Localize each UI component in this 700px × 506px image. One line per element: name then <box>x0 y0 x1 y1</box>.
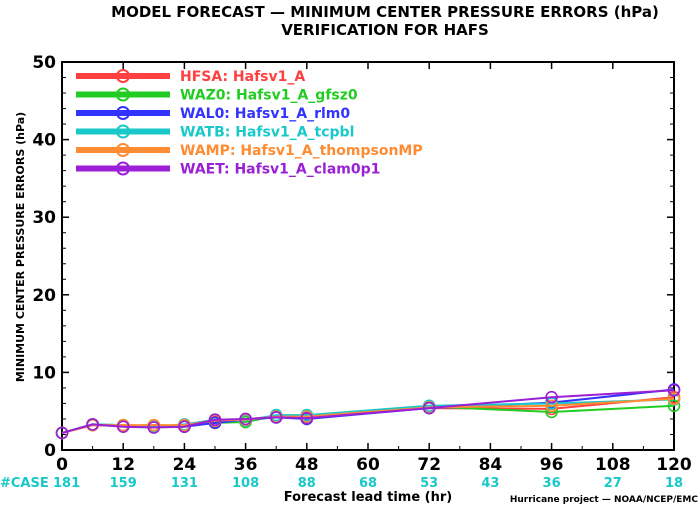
case-count: 108 <box>232 476 259 491</box>
data-point <box>178 420 191 434</box>
x-tick-label: 108 <box>595 455 631 475</box>
y-tick-label: 50 <box>32 53 56 73</box>
case-count: 53 <box>420 476 438 491</box>
y-tick-label: 20 <box>32 286 56 306</box>
legend-swatch-marker <box>116 87 130 102</box>
y-axis-label: MINIMUM CENTER PRESSURE ERRORS (hPa) <box>14 112 27 382</box>
case-count: 159 <box>110 476 137 491</box>
legend-entry: WAMP: Hafsv1_A_thompsonMP <box>180 143 423 159</box>
x-tick-label: 36 <box>234 455 258 475</box>
data-point <box>239 412 252 426</box>
legend-swatch-marker <box>116 124 130 139</box>
x-tick-label: 96 <box>540 455 564 475</box>
data-point <box>667 392 681 406</box>
y-tick-label: 0 <box>44 441 56 461</box>
x-tick-label: 84 <box>479 455 503 475</box>
data-point <box>545 399 558 413</box>
x-tick-label: 12 <box>111 455 135 475</box>
data-point <box>147 421 161 434</box>
x-tick-label: 48 <box>295 455 319 475</box>
case-count: 27 <box>604 476 622 491</box>
data-point <box>269 411 283 424</box>
data-point <box>300 411 314 425</box>
data-point <box>422 401 436 415</box>
legend-swatch-marker <box>116 69 130 83</box>
legend-entry: WAL0: Hafsv1_A_rlm0 <box>180 106 350 122</box>
case-count: 43 <box>481 476 499 491</box>
case-count: 18 <box>665 476 683 491</box>
credit-text: Hurricane project — NOAA/NCEP/EMC <box>510 495 699 505</box>
x-tick-label: 120 <box>656 455 692 475</box>
legend-swatch-marker <box>116 106 130 120</box>
x-tick-label: 72 <box>417 455 441 475</box>
x-axis-label: Forecast lead time (hr) <box>284 490 452 505</box>
legend-entry: HFSA: Hafsv1_A <box>180 69 305 85</box>
case-count: 88 <box>298 476 316 491</box>
data-point <box>55 426 69 440</box>
x-tick-label: 24 <box>173 455 197 475</box>
y-tick-label: 10 <box>32 363 56 383</box>
data-point <box>545 390 558 404</box>
case-count: 131 <box>171 476 198 491</box>
case-count: 36 <box>543 476 561 491</box>
legend-entry: WAET: Hafsv1_A_clam0p1 <box>180 162 380 178</box>
x-tick-label: 0 <box>56 455 68 475</box>
data-point <box>208 413 222 427</box>
data-point <box>116 420 130 434</box>
legend-swatch-marker <box>116 161 130 176</box>
x-tick-label: 60 <box>356 455 380 475</box>
chart-title: MODEL FORECAST — MINIMUM CENTER PRESSURE… <box>111 3 659 21</box>
data-point <box>667 383 681 397</box>
plot-frame <box>61 61 675 451</box>
chart-subtitle: VERIFICATION FOR HAFS <box>281 21 489 39</box>
case-count-label: #CASE <box>0 476 49 491</box>
legend-swatch-marker <box>116 143 130 157</box>
case-count: 68 <box>359 476 377 491</box>
y-tick-label: 30 <box>32 208 56 228</box>
legend-entry: WAZ0: Hafsv1_A_gfsz0 <box>180 88 358 104</box>
y-tick-label: 40 <box>32 131 56 151</box>
plot-area: 0 10 20 30 40 50 0 12 24 36 48 60 72 84 96 108 120 #CASE 1… <box>0 53 692 491</box>
case-count: 181 <box>53 476 80 491</box>
data-point <box>86 418 99 431</box>
legend-entry: WATB: Hafsv1_A_tcpbl <box>180 125 354 141</box>
